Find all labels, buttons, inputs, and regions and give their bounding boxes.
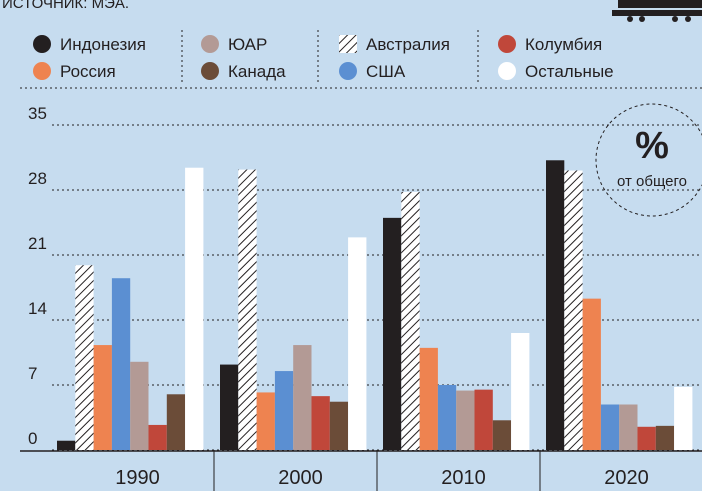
legend-swatch xyxy=(201,62,219,80)
x-tick-label: 2000 xyxy=(278,467,323,489)
bar xyxy=(383,217,402,450)
bar xyxy=(220,364,239,450)
legend-swatch xyxy=(339,62,357,80)
bar xyxy=(185,167,204,450)
bar xyxy=(564,170,583,450)
x-tick-label: 1990 xyxy=(115,467,160,489)
legend-label: Колумбия xyxy=(525,35,602,54)
bar xyxy=(57,440,76,450)
y-tick-label: 14 xyxy=(28,299,47,318)
legend-swatch xyxy=(201,35,219,53)
y-tick-label: 28 xyxy=(28,169,47,188)
bar xyxy=(256,392,275,450)
legend-label: Индонезия xyxy=(60,35,146,54)
bar xyxy=(474,389,493,450)
bar xyxy=(437,385,457,450)
source: ИСТОЧНИК: МЭА. xyxy=(2,0,129,12)
legend-label: Канада xyxy=(228,62,286,81)
annotation-symbol: % xyxy=(635,125,669,167)
annotation-text: от общего xyxy=(617,173,687,190)
bar xyxy=(238,169,257,451)
bar xyxy=(546,160,565,451)
annotation: % от общего xyxy=(595,103,702,217)
legend-swatch xyxy=(498,35,516,53)
bar xyxy=(655,425,675,450)
bar xyxy=(401,191,420,450)
legend-swatch xyxy=(33,62,51,80)
y-tick-label: 21 xyxy=(28,234,47,253)
x-tick-label: 2020 xyxy=(604,467,649,489)
bar xyxy=(293,345,312,450)
y-tick-label: 0 xyxy=(28,429,37,448)
legend-label: Австралия xyxy=(366,35,450,54)
y-tick-label: 7 xyxy=(28,364,37,383)
bar xyxy=(348,237,367,450)
bar xyxy=(111,278,131,450)
bar xyxy=(93,345,112,450)
bar xyxy=(75,265,94,450)
bar xyxy=(619,404,638,450)
truck-icon xyxy=(612,0,702,22)
bar xyxy=(148,424,167,450)
x-tick-label: 2010 xyxy=(441,467,486,489)
legend-label: Россия xyxy=(60,62,116,81)
bar xyxy=(511,333,530,450)
bar xyxy=(329,401,349,450)
bar xyxy=(456,390,475,450)
legend-label: ЮАР xyxy=(228,35,267,54)
bar xyxy=(166,394,186,450)
legend-swatch xyxy=(498,62,516,80)
y-tick-label: 35 xyxy=(28,104,47,123)
bar xyxy=(674,386,693,450)
bar xyxy=(311,396,330,450)
legend-label: Остальные xyxy=(525,62,614,81)
legend-label: США xyxy=(366,62,406,81)
legend-swatch xyxy=(339,35,357,53)
bar xyxy=(274,371,294,450)
bar xyxy=(130,361,149,450)
annotation-circle xyxy=(595,103,702,217)
bar xyxy=(419,347,438,450)
bar xyxy=(600,404,620,450)
bar xyxy=(582,298,601,450)
bar xyxy=(637,426,656,450)
bar xyxy=(492,420,512,450)
legend-swatch xyxy=(33,35,51,53)
